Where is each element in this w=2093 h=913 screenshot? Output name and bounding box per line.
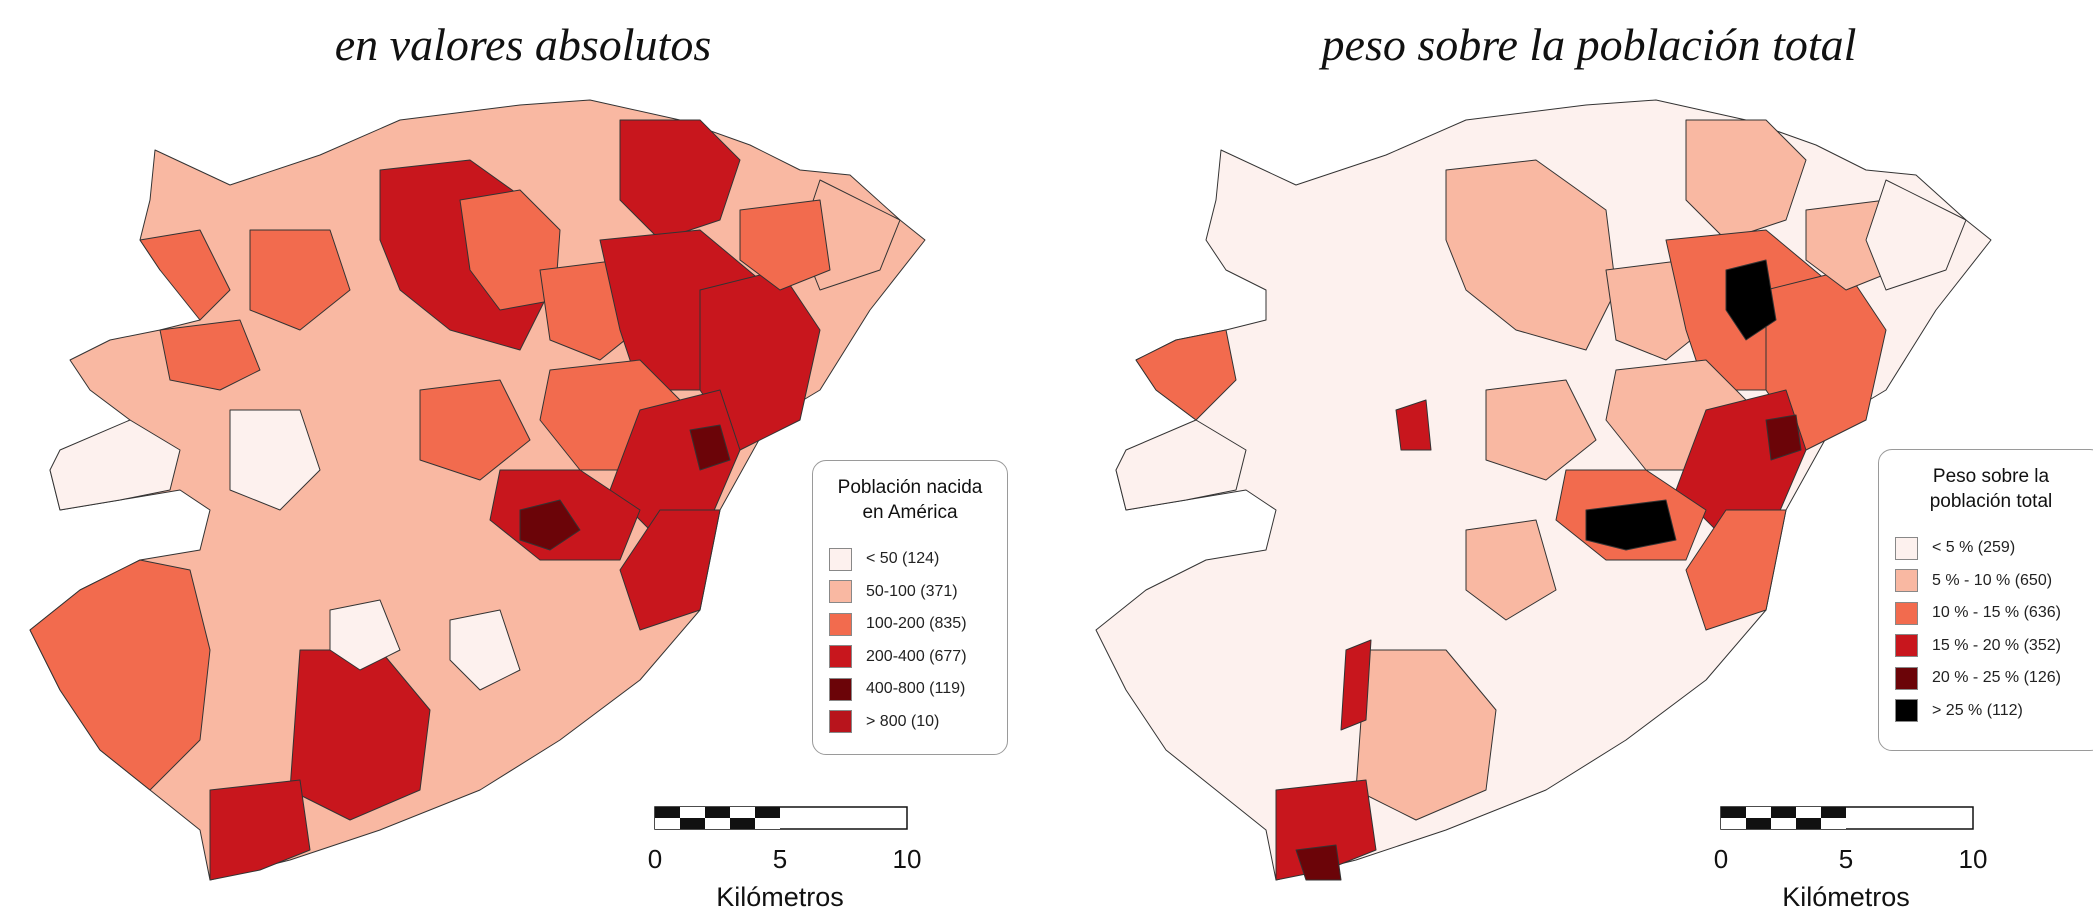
legend-item: 100-200 (835) <box>829 608 991 641</box>
legend-label: 10 % - 15 % (636) <box>1932 604 2061 622</box>
scale-tick-label: 5 <box>1838 844 1854 874</box>
map-region <box>139 229 231 321</box>
map-legend: Peso sobre la población total < 5 % (259… <box>1878 449 2093 751</box>
scale-tick-label: 0 <box>1713 844 1729 874</box>
scale-tick-label: 5 <box>772 844 788 874</box>
map-region <box>29 559 211 791</box>
legend-swatch <box>829 677 852 701</box>
map-region <box>1485 379 1597 481</box>
legend-swatch <box>1895 699 1918 723</box>
legend-title-line: en América <box>862 502 958 523</box>
legend-item: 20 % - 25 % (126) <box>1895 662 2087 695</box>
map-region <box>209 779 311 881</box>
map-region <box>1445 159 1617 351</box>
map-region <box>1685 509 1787 631</box>
legend-item: 15 % - 20 % (352) <box>1895 630 2087 663</box>
map-region <box>1725 259 1777 341</box>
map-region <box>159 319 261 391</box>
scale-tick-label: 10 <box>892 844 922 874</box>
legend-item: < 5 % (259) <box>1895 532 2087 565</box>
legend-label: > 25 % (112) <box>1932 701 2023 719</box>
map-region <box>449 609 521 691</box>
legend-label: 15 % - 20 % (352) <box>1932 636 2061 654</box>
map-region <box>1585 499 1677 551</box>
map-region <box>1765 414 1802 461</box>
map-region <box>249 229 351 331</box>
map-region <box>1340 639 1372 731</box>
legend-title-line: Peso sobre la <box>1932 466 2050 487</box>
legend-title-line: población total <box>1929 491 2053 512</box>
legend-title: Población nacida en América <box>829 475 991 525</box>
scale-unit-label: Kilómetros <box>716 882 844 912</box>
scale-tick-label: 10 <box>1958 844 1988 874</box>
legend-label: 20 % - 25 % (126) <box>1932 669 2061 687</box>
scale-bar: 0 5 10 Kilómetros <box>648 806 921 912</box>
legend-item: 5 % - 10 % (650) <box>1895 565 2087 598</box>
map-legend: Población nacida en América < 50 (124) 5… <box>812 460 1008 755</box>
map-panel-absolute: en valores absolutos <box>0 0 1046 912</box>
legend-swatch <box>829 547 852 571</box>
map-title: en valores absolutos <box>334 19 712 70</box>
legend-swatch <box>1895 536 1918 560</box>
map-region <box>739 199 831 291</box>
legend-label: 200-400 (677) <box>866 647 967 665</box>
map-panel-percentage: peso sobre la población total <box>1066 0 2093 912</box>
map-title: peso sobre la población total <box>1321 19 1857 70</box>
map-region <box>519 499 581 551</box>
legend-label: 100-200 (835) <box>866 615 967 633</box>
map-region <box>1865 179 1967 291</box>
legend-swatch <box>829 710 852 734</box>
legend-swatch <box>1895 634 1918 658</box>
map-region <box>619 509 721 631</box>
legend-item: 400-800 (119) <box>829 673 991 706</box>
legend-title-line: Población nacida <box>837 477 983 498</box>
legend-title: Peso sobre la población total <box>1895 464 2087 514</box>
map-region <box>329 599 401 671</box>
map-region <box>619 119 741 241</box>
legend-item: 200-400 (677) <box>829 641 991 674</box>
scale-unit-label: Kilómetros <box>1782 882 1910 912</box>
legend-swatch <box>1895 569 1918 593</box>
map-region <box>1395 399 1432 451</box>
map-region <box>419 379 531 481</box>
scale-bar: 0 5 10 Kilómetros <box>1714 806 1987 912</box>
legend-swatch <box>829 612 852 636</box>
map-region <box>49 419 181 511</box>
legend-swatch <box>829 645 852 669</box>
legend-item: 50-100 (371) <box>829 576 991 609</box>
choropleth-map-absolute <box>29 99 926 881</box>
scale-tick-label: 0 <box>647 844 663 874</box>
legend-item: < 50 (124) <box>829 543 991 576</box>
legend-swatch <box>1895 666 1918 690</box>
legend-label: 5 % - 10 % (650) <box>1932 571 2053 589</box>
legend-label: 50-100 (371) <box>866 582 958 600</box>
legend-swatch <box>829 580 852 604</box>
legend-label: < 50 (124) <box>866 550 940 568</box>
legend-label: > 800 (10) <box>866 712 940 730</box>
map-region <box>1685 119 1807 241</box>
map-region <box>1115 419 1247 511</box>
legend-label: < 5 % (259) <box>1932 539 2016 557</box>
legend-item: > 800 (10) <box>829 706 991 739</box>
map-region <box>1135 329 1237 421</box>
legend-swatch <box>1895 601 1918 625</box>
choropleth-map-percentage <box>1095 99 1992 881</box>
scale-bar-graphic <box>1720 806 1974 830</box>
map-region <box>1465 519 1557 621</box>
legend-item: > 25 % (112) <box>1895 695 2087 728</box>
map-region <box>1295 844 1342 881</box>
map-region <box>689 424 731 471</box>
legend-label: 400-800 (119) <box>866 680 966 698</box>
scale-bar-graphic <box>654 806 908 830</box>
legend-item: 10 % - 15 % (636) <box>1895 597 2087 630</box>
map-region <box>229 409 321 511</box>
